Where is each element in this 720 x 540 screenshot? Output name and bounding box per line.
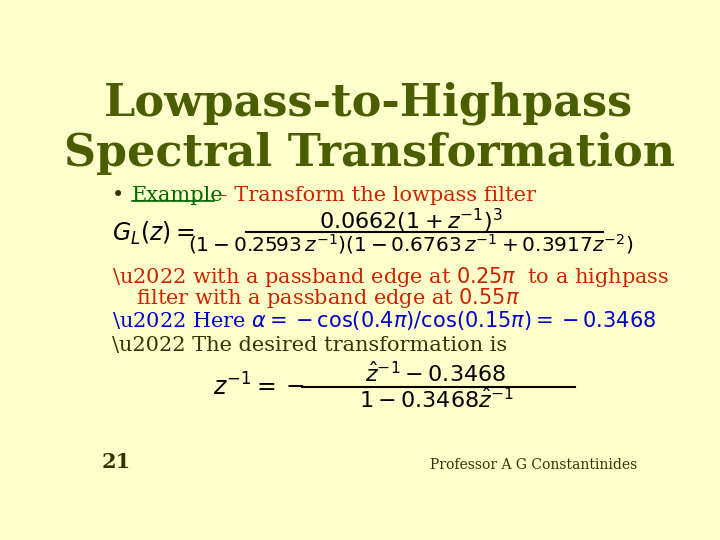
Text: Professor A G Constantinides: Professor A G Constantinides: [430, 458, 637, 472]
Text: •: •: [112, 186, 125, 205]
Text: \u2022 with a passband edge at $0.25\pi$  to a highpass: \u2022 with a passband edge at $0.25\pi$…: [112, 265, 670, 289]
Text: $(1-0.2593\,z^{-1})(1-0.6763\,z^{-1}+0.3917z^{-2})$: $(1-0.2593\,z^{-1})(1-0.6763\,z^{-1}+0.3…: [188, 233, 634, 256]
Text: $1 - 0.3468\hat{z}^{-1}$: $1 - 0.3468\hat{z}^{-1}$: [359, 388, 513, 413]
Text: $G_L(z) =$: $G_L(z) =$: [112, 220, 195, 247]
Text: $\hat{z}^{-1} - 0.3468$: $\hat{z}^{-1} - 0.3468$: [365, 362, 507, 387]
Text: - Transform the lowpass filter: - Transform the lowpass filter: [214, 186, 536, 205]
Text: $z^{-1} = -$: $z^{-1} = -$: [213, 374, 305, 401]
Text: 21: 21: [101, 453, 130, 472]
Text: Example: Example: [132, 186, 224, 205]
Text: $0.0662(1+z^{-1})^3$: $0.0662(1+z^{-1})^3$: [319, 207, 503, 235]
Text: \u2022 The desired transformation is: \u2022 The desired transformation is: [112, 336, 508, 355]
Text: \u2022 Here $\alpha = -\cos(0.4\pi)/\cos(0.15\pi) = -0.3468$: \u2022 Here $\alpha = -\cos(0.4\pi)/\cos…: [112, 309, 657, 332]
Text: filter with a passband edge at $0.55\pi$: filter with a passband edge at $0.55\pi$: [136, 286, 520, 309]
Text: Lowpass-to-Highpass
Spectral Transformation: Lowpass-to-Highpass Spectral Transformat…: [63, 82, 675, 175]
